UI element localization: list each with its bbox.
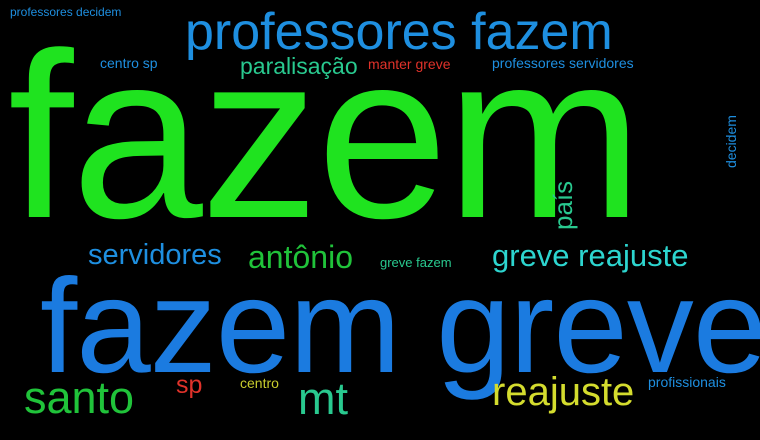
word-antonio: antônio	[248, 239, 353, 275]
word-reajuste: reajuste	[492, 370, 635, 414]
word-fazem: fazem	[8, 4, 643, 268]
word-centro: centro	[240, 375, 279, 391]
word-greve-reajuste: greve reajuste	[492, 238, 689, 273]
word-professores-servidores: professores servidores	[492, 55, 634, 71]
word-mt: mt	[298, 373, 348, 424]
word-manter-greve: manter greve	[368, 56, 451, 72]
word-professores-fazem: professores fazem	[185, 3, 613, 61]
word-servidores: servidores	[88, 239, 222, 271]
word-santo: santo	[24, 372, 135, 423]
word-paralisacao: paralisação	[240, 53, 358, 79]
word-centro-sp: centro sp	[100, 55, 158, 71]
word-fazem-greve: fazem greve	[40, 252, 760, 401]
word-decidem: decidem	[723, 115, 739, 168]
word-greve-fazem: greve fazem	[380, 255, 452, 270]
word-pais: país	[548, 180, 578, 230]
word-professores-decidem: professores decidem	[10, 5, 122, 19]
word-sp: sp	[176, 371, 203, 399]
word-profissionais: profissionais	[648, 374, 726, 390]
